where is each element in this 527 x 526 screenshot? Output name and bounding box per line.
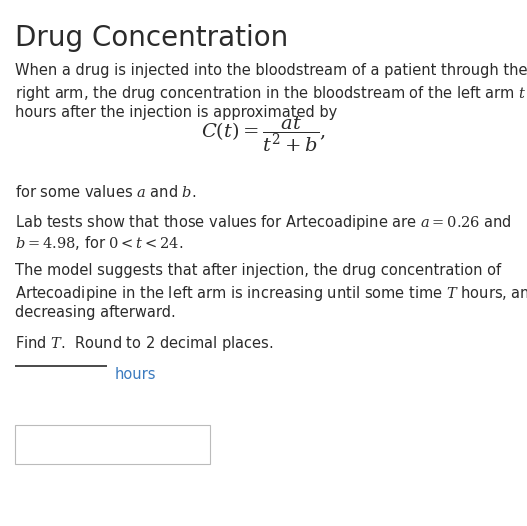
Text: right arm, the drug concentration in the bloodstream of the left arm $t$: right arm, the drug concentration in the… [15, 84, 526, 103]
Text: Find $T$.  Round to 2 decimal places.: Find $T$. Round to 2 decimal places. [15, 334, 274, 353]
Text: hours after the injection is approximated by: hours after the injection is approximate… [15, 105, 337, 120]
Text: Drug Concentration: Drug Concentration [15, 24, 288, 52]
Text: Lab tests show that those values for Artecoadipine are $a = 0.26$ and: Lab tests show that those values for Art… [15, 213, 512, 232]
Text: $C(t) = \dfrac{at}{t^2 + b},$: $C(t) = \dfrac{at}{t^2 + b},$ [201, 114, 326, 154]
Text: Artecoadipine in the left arm is increasing until some time $T$ hours, and: Artecoadipine in the left arm is increas… [15, 284, 527, 303]
Text: for some values $a$ and $b$.: for some values $a$ and $b$. [15, 184, 196, 200]
Text: When a drug is injected into the bloodstream of a patient through the: When a drug is injected into the bloodst… [15, 63, 527, 78]
FancyBboxPatch shape [15, 425, 210, 464]
Text: The model suggests that after injection, the drug concentration of: The model suggests that after injection,… [15, 263, 501, 278]
Text: hours: hours [115, 367, 157, 382]
Text: $b = 4.98$, for $0 < t < 24$.: $b = 4.98$, for $0 < t < 24$. [15, 234, 183, 252]
Text: decreasing afterward.: decreasing afterward. [15, 305, 175, 320]
